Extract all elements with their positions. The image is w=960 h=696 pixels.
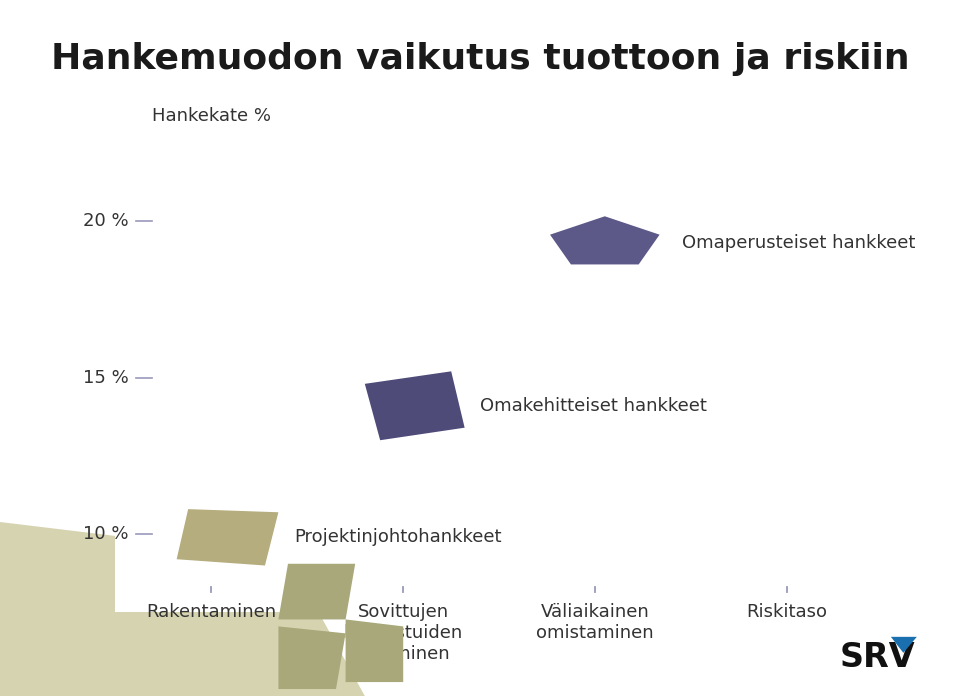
Polygon shape [550, 216, 660, 264]
Text: 20 %: 20 % [83, 212, 129, 230]
Polygon shape [365, 372, 465, 440]
Text: Sovittujen
lisävastuiden
ottaminen: Sovittujen lisävastuiden ottaminen [344, 603, 463, 663]
Polygon shape [177, 509, 278, 565]
Text: 10 %: 10 % [84, 525, 129, 543]
Text: Rakentaminen: Rakentaminen [146, 603, 276, 621]
Text: Omakehitteiset hankkeet: Omakehitteiset hankkeet [480, 397, 707, 415]
Text: Hankemuodon vaikutus tuottoon ja riskiin: Hankemuodon vaikutus tuottoon ja riskiin [51, 42, 909, 76]
Text: Projektinjohtohankkeet: Projektinjohtohankkeet [294, 528, 501, 546]
Text: Väliaikainen
omistaminen: Väliaikainen omistaminen [537, 603, 654, 642]
Text: Hankekate %: Hankekate % [152, 106, 271, 125]
Text: 15 %: 15 % [83, 369, 129, 386]
Text: Riskitaso: Riskitaso [747, 603, 828, 621]
Text: SRV: SRV [840, 641, 916, 674]
Text: Omaperusteiset hankkeet: Omaperusteiset hankkeet [682, 234, 915, 252]
